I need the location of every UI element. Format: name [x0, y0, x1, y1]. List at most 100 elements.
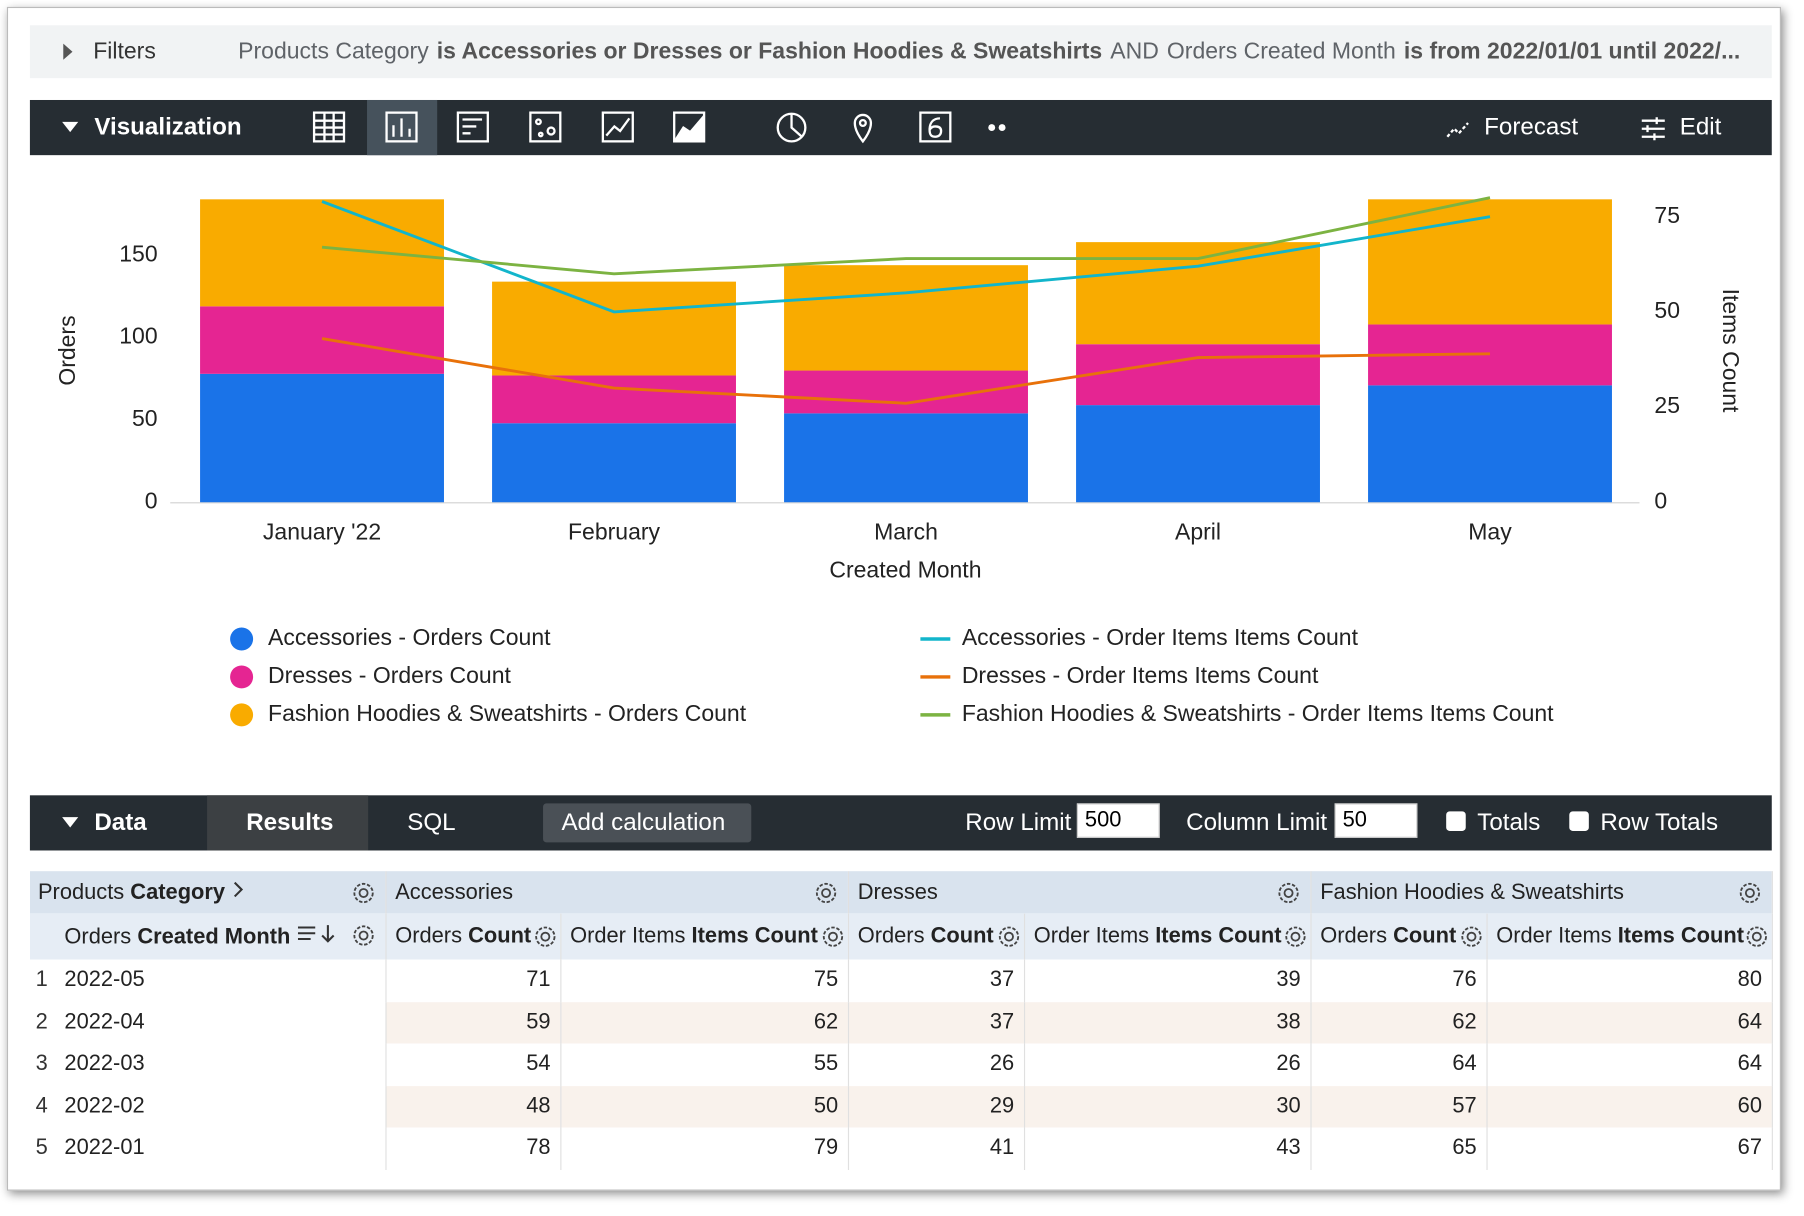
totals-checkbox[interactable]: [1446, 811, 1466, 831]
measure-cell: 57: [1310, 1085, 1488, 1128]
data-row: 1 2022-05 71 75 37 39 76 80: [29, 959, 1773, 1002]
row-totals-label[interactable]: Row Totals: [1600, 809, 1719, 836]
column-limit-input[interactable]: [1334, 803, 1418, 838]
measure-header[interactable]: Order Items Items Count: [560, 913, 849, 960]
pivot-label-cell[interactable]: Products Category: [29, 871, 386, 914]
filters-bar[interactable]: Filters Products Category is Accessories …: [29, 25, 1772, 79]
visualization-title[interactable]: Visualization: [94, 113, 242, 141]
collapse-icon[interactable]: [61, 816, 79, 830]
x-tick-label: January '22: [263, 518, 381, 544]
line-icon[interactable]: [601, 111, 634, 143]
y-tick-label: 0: [145, 487, 158, 513]
sort-icon: [297, 925, 341, 949]
edit-button[interactable]: Edit: [1679, 113, 1722, 141]
row-number: 4: [35, 1093, 48, 1118]
sort-icons[interactable]: [297, 923, 341, 944]
filter-segment[interactable]: Orders Created Month: [1166, 39, 1396, 65]
y2-tick-label: 75: [1654, 202, 1680, 228]
pivot-cell[interactable]: Fashion Hoodies & Sweatshirts: [1310, 871, 1773, 914]
more-icon[interactable]: [988, 124, 1008, 132]
gear-icon[interactable]: [996, 924, 1021, 949]
view-name: Products: [37, 879, 125, 904]
add-calculation-label[interactable]: Add calculation: [561, 809, 726, 836]
bar-icon[interactable]: [456, 111, 489, 143]
row-totals-checkbox[interactable]: [1569, 811, 1589, 831]
results-table: Products Category Accessories Dresses Fashi…: [29, 871, 1773, 1170]
gear-icon[interactable]: [1744, 924, 1769, 949]
view-name: Orders: [1320, 924, 1388, 949]
map-icon[interactable]: [853, 113, 873, 144]
pivot-value: Accessories: [395, 879, 514, 904]
measure-cell: 65: [1310, 1127, 1488, 1170]
totals-label[interactable]: Totals: [1477, 809, 1541, 836]
pie-icon[interactable]: [776, 112, 807, 143]
forecast-button[interactable]: Forecast: [1484, 113, 1579, 141]
pivot-cell[interactable]: Dresses: [847, 871, 1311, 914]
measure-cell: 79: [560, 1127, 849, 1170]
gear-icon[interactable]: [532, 924, 557, 949]
filter-segment[interactable]: is Accessories or Dresses or Fashion Hoo…: [436, 39, 1103, 65]
measure-cell: 38: [1023, 1001, 1311, 1044]
chart: Orders Items Count Created Month 0 50 100 1…: [54, 196, 1744, 727]
measure-header[interactable]: Orders Count: [1310, 913, 1488, 960]
add-calculation-button[interactable]: [543, 803, 752, 843]
gear-icon[interactable]: [1458, 924, 1483, 949]
sql-tab[interactable]: SQL: [407, 809, 456, 836]
measure-cell: 59: [385, 1001, 561, 1044]
gear-icon[interactable]: [1737, 880, 1762, 905]
gear-icon[interactable]: [1275, 880, 1300, 905]
gear-icon[interactable]: [350, 923, 375, 948]
bar: [200, 306, 444, 374]
pivot-cell[interactable]: Accessories: [385, 871, 849, 914]
y-axis-label: Orders: [54, 315, 80, 385]
scatter-icon[interactable]: [529, 111, 562, 143]
field-name: Count: [1393, 924, 1457, 949]
filter-summary[interactable]: Products Category is Accessories or Dress…: [238, 25, 1748, 78]
measure-cell: 26: [847, 1043, 1025, 1086]
bar: [200, 199, 444, 307]
single-value-icon[interactable]: [919, 111, 952, 143]
measure-header[interactable]: Order Items Items Count: [1023, 913, 1311, 960]
y-tick-label: 50: [132, 405, 158, 431]
measure-cell: 54: [385, 1043, 561, 1086]
data-title[interactable]: Data: [94, 809, 147, 836]
results-tab[interactable]: Results: [246, 809, 334, 836]
gear-icon[interactable]: [350, 880, 375, 905]
measure-cell: 75: [560, 959, 849, 1002]
table-icon[interactable]: [312, 111, 346, 143]
column-icon[interactable]: [385, 111, 418, 143]
row-limit-input[interactable]: [1076, 803, 1160, 838]
area-icon[interactable]: [673, 111, 706, 143]
filter-segment[interactable]: Products Category: [238, 39, 429, 65]
view-name: Orders: [395, 924, 463, 949]
forecast-icon[interactable]: [1445, 116, 1470, 141]
expand-icon[interactable]: [62, 43, 74, 61]
gear-icon[interactable]: [813, 880, 838, 905]
y-tick-label: 100: [119, 323, 157, 349]
collapse-icon[interactable]: [61, 121, 79, 135]
field-name: Count: [468, 924, 532, 949]
gear-icon[interactable]: [1282, 924, 1307, 949]
measure-cell: 29: [847, 1085, 1025, 1128]
measure-header[interactable]: Orders Count: [847, 913, 1025, 960]
field-name: Items Count: [1155, 924, 1282, 949]
filter-segment[interactable]: is from 2022/01/01 until 2022/...: [1403, 39, 1741, 65]
month-value: 2022-01: [64, 1135, 145, 1160]
edit-icon[interactable]: [1641, 116, 1666, 141]
measure-cell: 80: [1486, 959, 1773, 1002]
measure-header[interactable]: Orders Count: [385, 913, 561, 960]
gear-icon[interactable]: [820, 924, 845, 949]
month-value: 2022-03: [64, 1051, 145, 1077]
measure-cell: 76: [1310, 959, 1488, 1002]
bar: [492, 423, 736, 503]
view-name: Order Items: [1033, 924, 1150, 949]
measure-cell: 62: [1310, 1001, 1488, 1044]
filter-segment[interactable]: AND: [1110, 39, 1159, 65]
viz-type-icons[interactable]: [306, 100, 1008, 155]
dimension-header[interactable]: Orders Created Month: [29, 913, 386, 960]
measure-header[interactable]: Order Items Items Count: [1486, 913, 1773, 960]
filters-label[interactable]: Filters: [93, 39, 156, 65]
dimension-cell: 5 2022-01: [29, 1127, 386, 1170]
pivot-value: Fashion Hoodies & Sweatshirts: [1320, 879, 1624, 904]
month-value: 2022-05: [64, 967, 145, 993]
